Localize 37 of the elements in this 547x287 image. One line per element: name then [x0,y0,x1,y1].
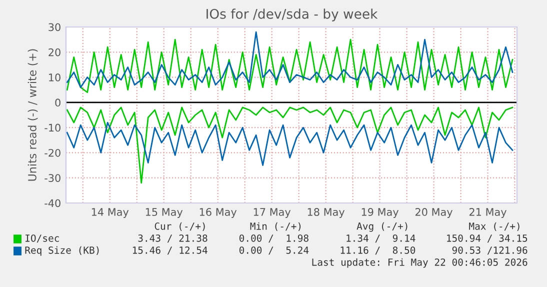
text: Last update: Fri May 22 00:46:05 2026 [312,258,528,268]
y-tick-label: 10 [49,74,60,82]
text: Cur (-/+) [154,222,205,231]
text: 150.94 / 34.15 [447,234,528,243]
legend-label: Req Size (KB) [25,246,99,256]
text: 0.00 / 5.24 [239,246,309,255]
y-axis-title: Units read (-) / write (+) [28,49,38,181]
legend-label: IO/sec [26,234,59,243]
text: 1.34 / 9.14 [346,234,416,243]
line-series [66,122,514,166]
line-series [66,31,514,88]
text: 0.00 / 1.98 [239,234,308,243]
x-tick-label: 15 May [146,208,183,218]
text: 3.43 / 21.38 [138,234,208,243]
x-tick-label: 21 May [469,208,506,218]
y-tick-label: 0 [55,98,60,107]
y-tick-label: 20 [48,48,60,56]
x-tick-label: 16 May [200,208,237,218]
text: 11.16 / 8.50 [340,246,416,255]
x-tick-label: 18 May [308,208,345,218]
x-tick-label: 20 May [415,208,453,218]
y-tick-label: -20 [44,148,60,157]
x-tick-label: 19 May [362,208,399,218]
text: 90.53 /121.96 [452,246,528,255]
text: Avg (-/+) [356,222,408,232]
line-series [66,106,514,184]
y-tick-label: -10 [44,124,60,132]
x-tick-label: 14 May [92,208,129,218]
y-tick-label: -40 [44,199,60,208]
y-tick-label: -30 [44,174,60,182]
line-series [66,38,514,94]
text: 15.46 / 12.54 [132,246,208,255]
y-tick-label: 30 [48,23,60,32]
chart-title: IOs for /dev/sda - by week [206,8,378,22]
text: Max (-/+) [469,222,520,231]
text: Min (-/+) [250,222,301,231]
x-tick-label: 17 May [254,208,291,218]
